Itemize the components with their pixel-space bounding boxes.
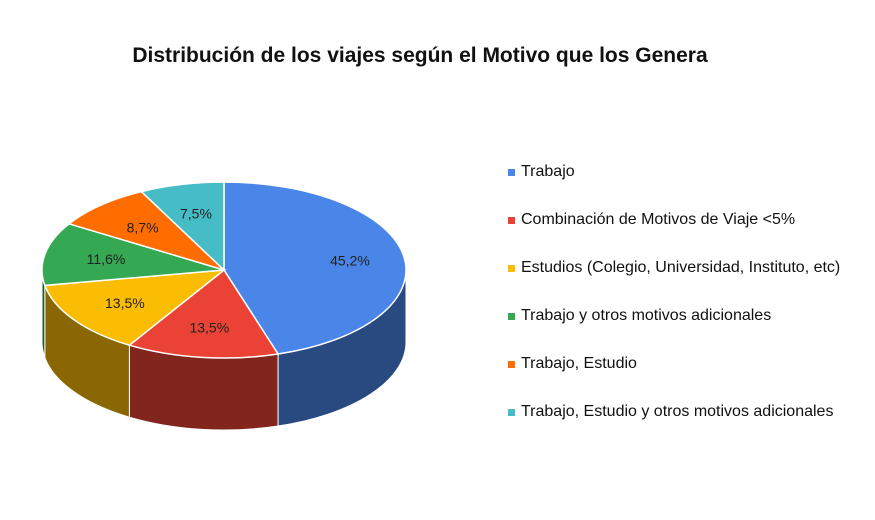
legend: Trabajo Combinación de Motivos de Viaje <…: [508, 160, 840, 448]
legend-label-0: Trabajo: [521, 163, 575, 180]
pie-slice-0: [223, 181, 407, 355]
legend-swatch-2: [508, 264, 515, 272]
data-label-2: 13,5%: [105, 295, 145, 311]
data-label-3: 11,6%: [87, 251, 126, 267]
legend-item-2: Estudios (Colegio, Universidad, Institut…: [508, 256, 840, 280]
legend-label-4: Trabajo, Estudio: [521, 355, 637, 372]
pie-slice-4: [67, 190, 225, 271]
legend-swatch-3: [508, 312, 515, 320]
legend-item-1: Combinación de Motivos de Viaje <5%: [508, 208, 840, 232]
legend-swatch-4: [508, 360, 515, 368]
legend-item-3: Trabajo y otros motivos adicionales: [508, 304, 840, 328]
legend-swatch-1: [508, 216, 515, 224]
legend-item-5: Trabajo, Estudio y otros motivos adicion…: [508, 400, 840, 424]
pie-slice-3: [41, 222, 225, 287]
pie-slice-1: [127, 268, 280, 359]
legend-swatch-5: [508, 408, 515, 416]
legend-label-3: Trabajo y otros motivos adicionales: [521, 307, 772, 324]
data-label-5: 7,5%: [180, 206, 212, 222]
data-label-0: 45,2%: [330, 253, 370, 269]
pie-slice-2: [43, 269, 227, 347]
legend-item-0: Trabajo: [508, 160, 840, 184]
legend-label-5: Trabajo, Estudio y otros motivos adicion…: [521, 403, 834, 420]
pie-slice-5: [139, 181, 225, 272]
data-label-4: 8,7%: [127, 219, 159, 235]
legend-label-1: Combinación de Motivos de Viaje <5%: [521, 211, 796, 228]
chart-title: Distribución de los viajes según el Moti…: [132, 44, 708, 67]
legend-label-2: Estudios (Colegio, Universidad, Institut…: [521, 259, 841, 276]
legend-item-4: Trabajo, Estudio: [508, 352, 840, 376]
legend-swatch-0: [508, 168, 515, 176]
data-label-1: 13,5%: [189, 320, 229, 336]
